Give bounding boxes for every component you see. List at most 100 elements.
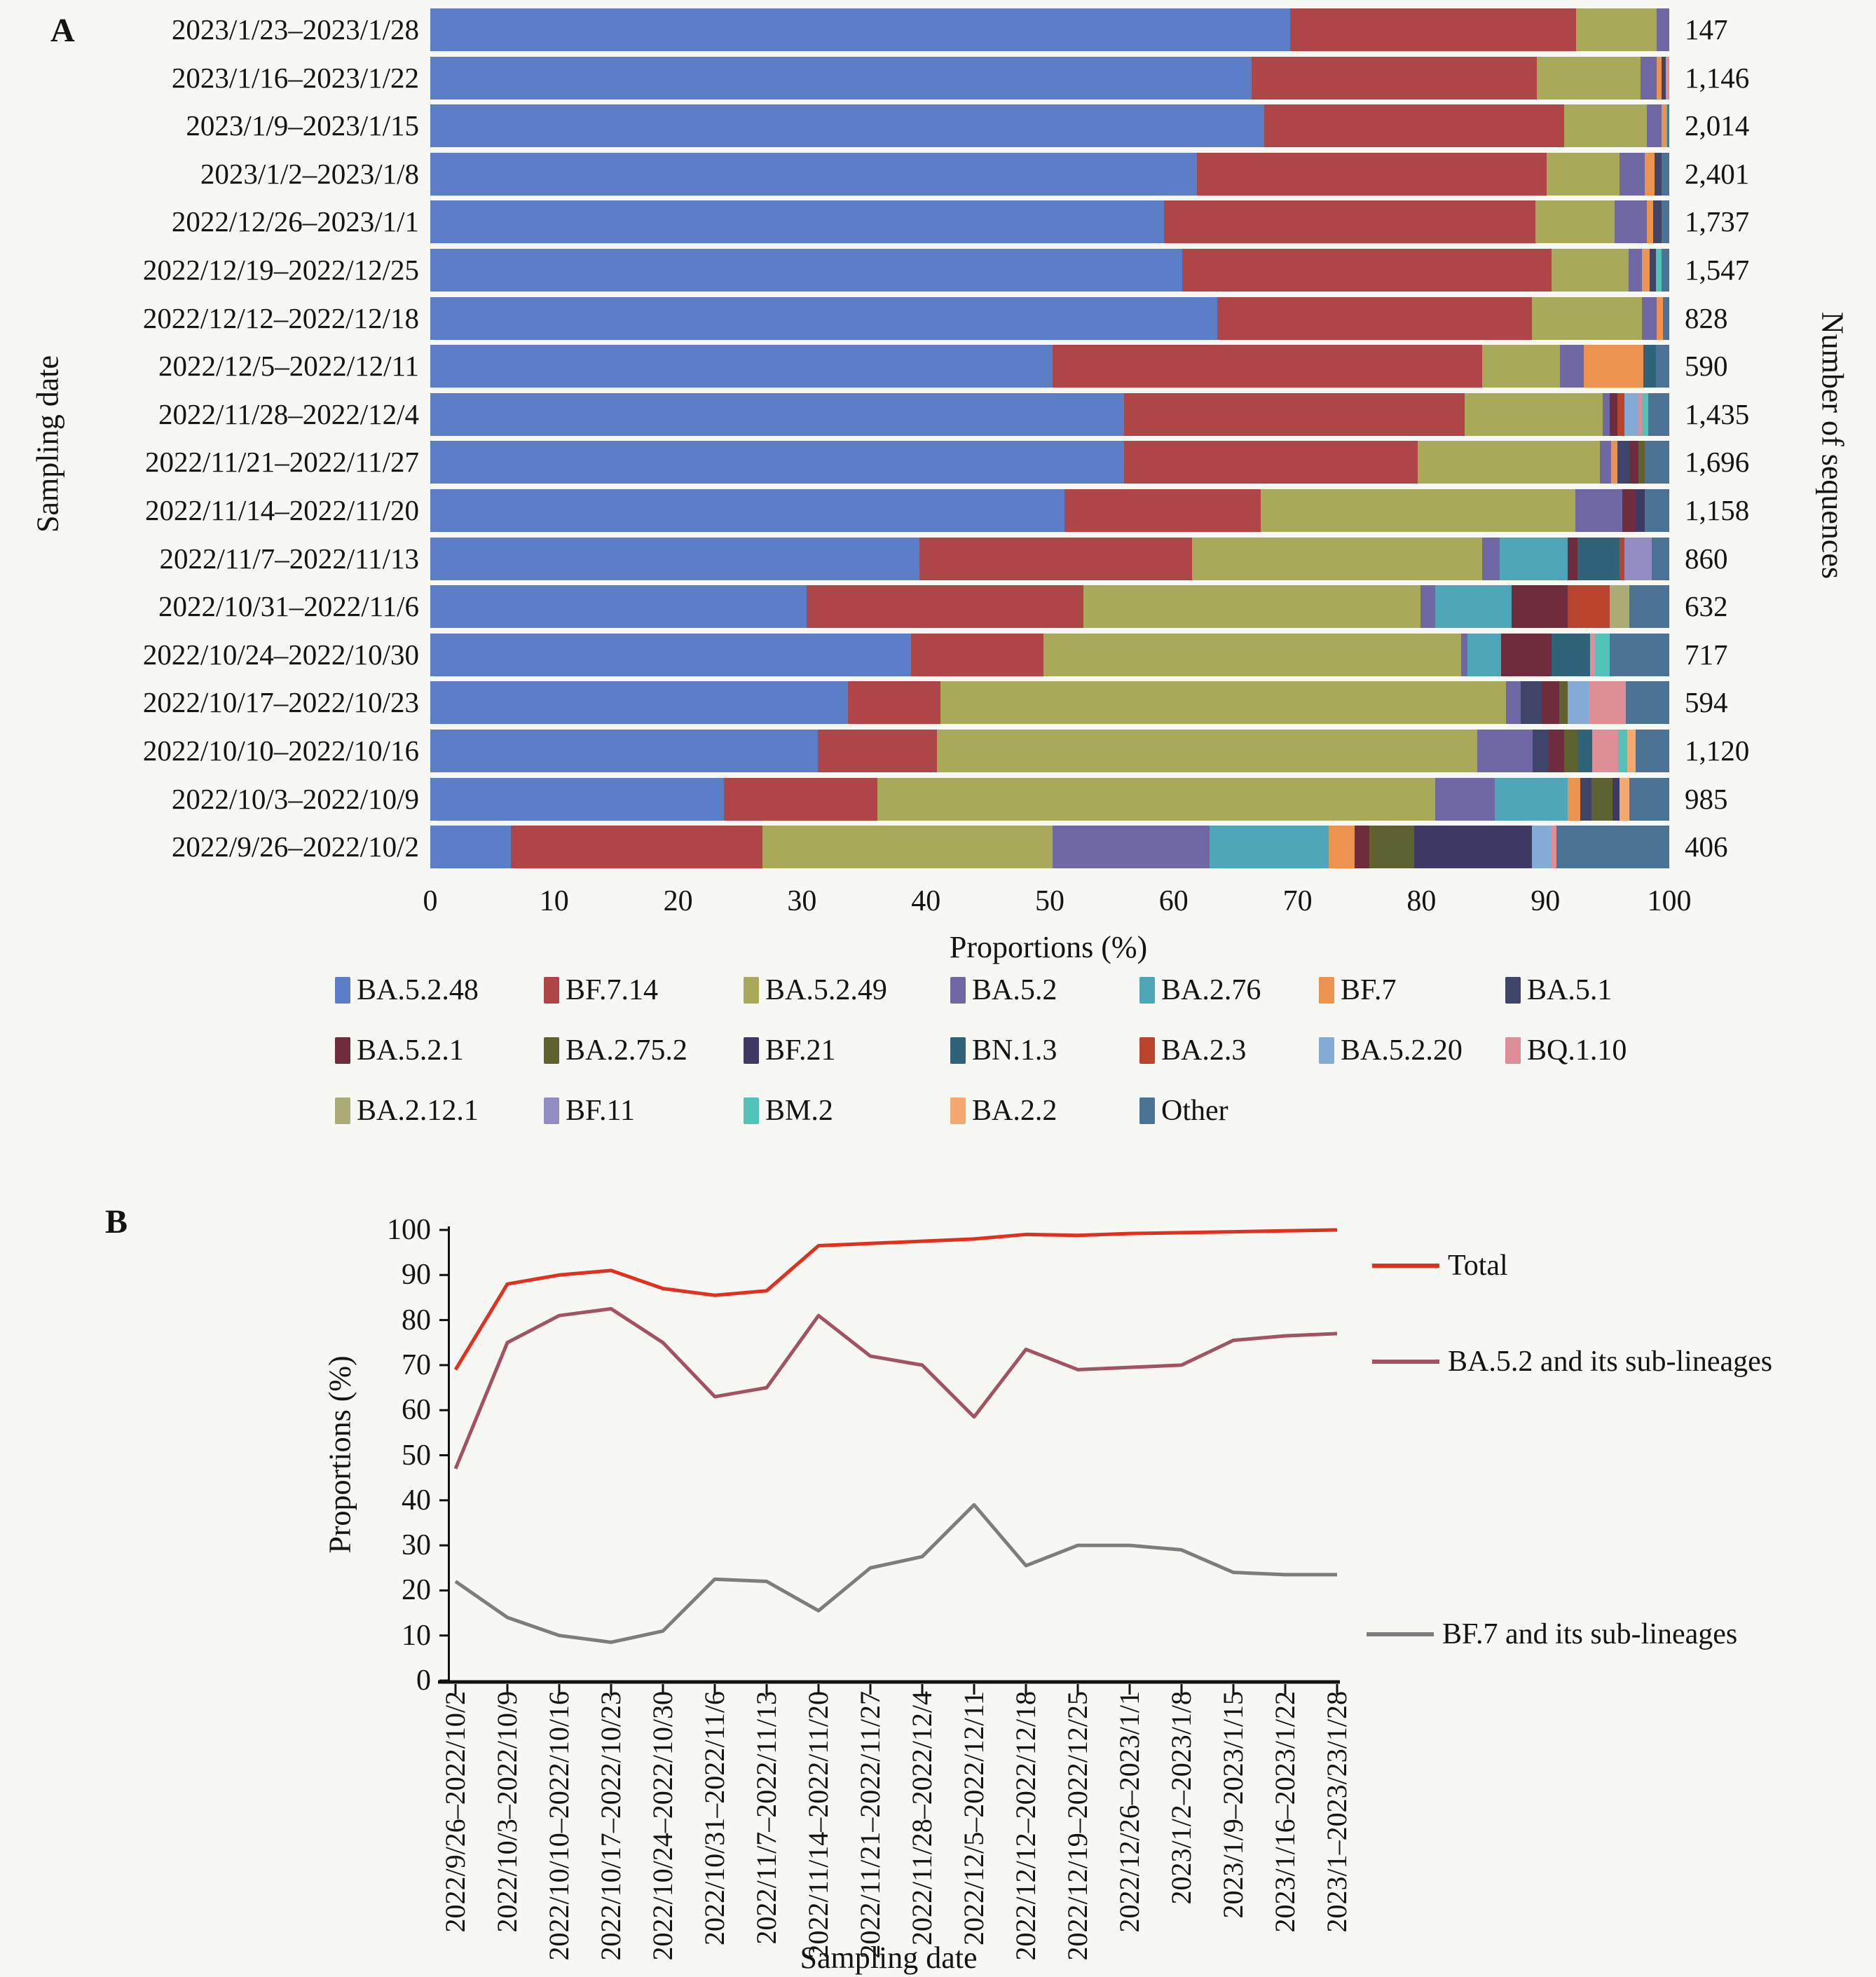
bar-segment-BA.5.2.1	[1622, 488, 1636, 532]
bar-segment-BF.7.14	[910, 633, 1044, 676]
y-tick-label: 70	[402, 1348, 431, 1381]
bar-segment-Other	[1648, 392, 1669, 436]
bar-segment-BA.5.2	[1482, 537, 1500, 580]
legend-swatch	[544, 977, 559, 1004]
bar-segment-BA.5.2.48	[430, 56, 1252, 100]
bar-segment-BM.2	[1594, 633, 1610, 676]
bar-segment-BA.5.2.48	[430, 152, 1198, 196]
bar-row: 2023/1/23–2023/1/28 147	[0, 8, 1876, 51]
bar-segment-BM.2	[1665, 104, 1668, 148]
stacked-bar	[430, 441, 1669, 484]
bar-segment-BA.5.2.48	[430, 729, 819, 772]
row-date-label: 2023/1/16–2023/1/22	[171, 61, 419, 94]
x-category-label: 2022/12/26–2023/1/1	[1114, 1691, 1145, 1933]
stacked-bar	[430, 104, 1669, 148]
row-date-label: 2022/12/5–2022/12/11	[158, 350, 419, 383]
bar-segment-BA.5.2.49	[877, 777, 1435, 821]
sequence-count: 717	[1685, 638, 1728, 671]
y-tick-label: 80	[402, 1304, 431, 1336]
sequence-count: 147	[1685, 13, 1728, 46]
bar-segment-Other	[1663, 296, 1669, 340]
bar-segment-Other	[1662, 248, 1669, 292]
bar-segment-BA.5.2.49	[1482, 345, 1561, 388]
x-category-label: 2022/11/7–2022/11/13	[751, 1691, 782, 1945]
y-tick-label: 40	[402, 1484, 431, 1517]
bar-segment-BF.7	[1662, 104, 1666, 148]
bar-segment-BA.5.2	[1477, 729, 1533, 772]
legend-label: BA.2.12.1	[357, 1095, 479, 1127]
bar-segment-BF.11	[1624, 537, 1652, 580]
bar-segment-BA.5.2.48	[430, 633, 911, 676]
legend-swatch	[950, 1037, 966, 1064]
bar-segment-BA.5.2.20	[1567, 681, 1589, 725]
legend-swatch	[335, 1037, 350, 1064]
bar-segment-BM.2	[1655, 248, 1662, 292]
bar-segment-Other	[1652, 537, 1669, 580]
legend-ba52: BA.5.2 and its sub-lineages	[1372, 1345, 1772, 1379]
bar-segment-BF.7.14	[510, 826, 762, 869]
legend-swatch	[744, 1097, 759, 1124]
bar-segment-BA.5.2	[1052, 826, 1210, 869]
legend-swatch	[544, 1037, 559, 1064]
legend-label: BA.5.2.1	[357, 1034, 464, 1067]
bar-segment-BM.2	[1618, 729, 1627, 772]
legend-label: BA.2.76	[1161, 974, 1261, 1006]
bar-segment-BA.5.1	[1654, 152, 1662, 196]
bar-segment-BA.5.2.1	[1500, 633, 1552, 676]
sequence-count: 406	[1685, 830, 1728, 863]
bar-segment-Other	[1610, 633, 1669, 676]
sequence-count: 860	[1685, 542, 1728, 575]
bar-segment-BA.2.75.2	[1563, 729, 1578, 772]
legend-item-BA.5.2.20: BA.5.2.20	[1319, 1033, 1505, 1068]
legend-item-BA.2.75.2: BA.2.75.2	[544, 1033, 744, 1068]
bar-segment-BA.5.2	[1599, 441, 1611, 484]
stacked-bar-chart: 2023/1/23–2023/1/28 147 2023/1/16–2023/1/2…	[0, 8, 1876, 869]
bar-segment-BA.5.2.49	[1260, 488, 1575, 532]
x-category-label: 2022/10/17–2022/10/23	[595, 1691, 627, 1961]
bar-segment-BA.5.2	[1420, 585, 1435, 629]
bar-segment-BA.5.2.49	[1535, 200, 1615, 244]
line-chart	[438, 1226, 1340, 1695]
bar-segment-BF.7	[1644, 152, 1655, 196]
x-category-label: 2023/1–2023/23/1/28	[1321, 1691, 1353, 1933]
bar-segment-BN.1.3	[1577, 729, 1593, 772]
row-date-label: 2022/10/10–2022/10/16	[142, 734, 419, 767]
sequence-count: 1,696	[1685, 446, 1750, 479]
bar-row: 2022/10/3–2022/10/9 985	[0, 777, 1876, 821]
bar-segment-BA.5.2	[1641, 56, 1657, 100]
bar-segment-BA.2.76	[1467, 633, 1501, 676]
bar-segment-BA.5.2.48	[430, 296, 1217, 340]
legend-label: BF.7.14	[566, 974, 659, 1006]
legend-item-BN.1.3: BN.1.3	[950, 1033, 1139, 1068]
legend-total-label: Total	[1448, 1250, 1508, 1282]
panel-b-x-axis-labels: 2022/9/26–2022/10/2 2022/10/3–2022/10/9 20…	[439, 1691, 1360, 1971]
legend-label: BA.5.2.20	[1341, 1034, 1463, 1067]
x-category-label: 2022/11/21–2022/11/27	[854, 1691, 886, 1959]
bar-segment-BA.5.2.48	[430, 392, 1125, 436]
row-date-label: 2023/1/23–2023/1/28	[171, 13, 419, 46]
bar-segment-BF.7.14	[1182, 248, 1552, 292]
bar-segment-BA.5.2.1	[1354, 826, 1370, 869]
legend-item-BA.2.76: BA.2.76	[1139, 973, 1319, 1008]
bar-segment-BA.5.2.49	[1576, 8, 1657, 51]
bar-row: 2022/12/19–2022/12/25 1,547	[0, 248, 1876, 292]
x-tick-label: 70	[1282, 885, 1313, 917]
row-date-label: 2022/10/17–2022/10/23	[142, 686, 419, 719]
bar-row: 2022/11/7–2022/11/13 860	[0, 537, 1876, 580]
bar-segment-BA.5.2.48	[430, 585, 807, 629]
legend-label: BA.5.2.48	[357, 974, 479, 1006]
row-date-label: 2022/9/26–2022/10/2	[171, 830, 419, 863]
bar-segment-BA.5.2.1	[1549, 729, 1564, 772]
sequence-count: 2,401	[1685, 157, 1750, 190]
legend-swatch	[950, 1097, 966, 1124]
x-category-label: 2022/11/28–2022/12/4	[906, 1691, 938, 1945]
bar-segment-Other	[1629, 585, 1669, 629]
x-tick-label: 30	[787, 885, 817, 917]
bar-row: 2022/11/14–2022/11/20 1,158	[0, 488, 1876, 532]
stacked-bar	[430, 248, 1669, 292]
x-category-label: 2023/1/16–2023/1/22	[1269, 1691, 1301, 1933]
bar-segment-BF.7.14	[847, 681, 941, 725]
bar-segment-BA.2.76	[1499, 537, 1568, 580]
bar-segment-BA.2.76	[1210, 826, 1329, 869]
